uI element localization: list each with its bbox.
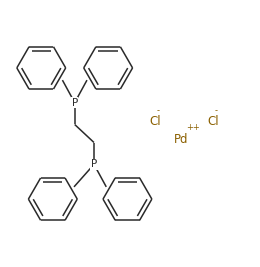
Text: P: P — [72, 98, 78, 108]
Text: Pd: Pd — [174, 133, 189, 146]
Text: ++: ++ — [186, 123, 200, 132]
Text: Cl: Cl — [207, 115, 219, 128]
Text: -: - — [215, 106, 218, 115]
Text: -: - — [157, 106, 160, 115]
Text: P: P — [91, 159, 97, 169]
Text: Cl: Cl — [149, 115, 161, 128]
